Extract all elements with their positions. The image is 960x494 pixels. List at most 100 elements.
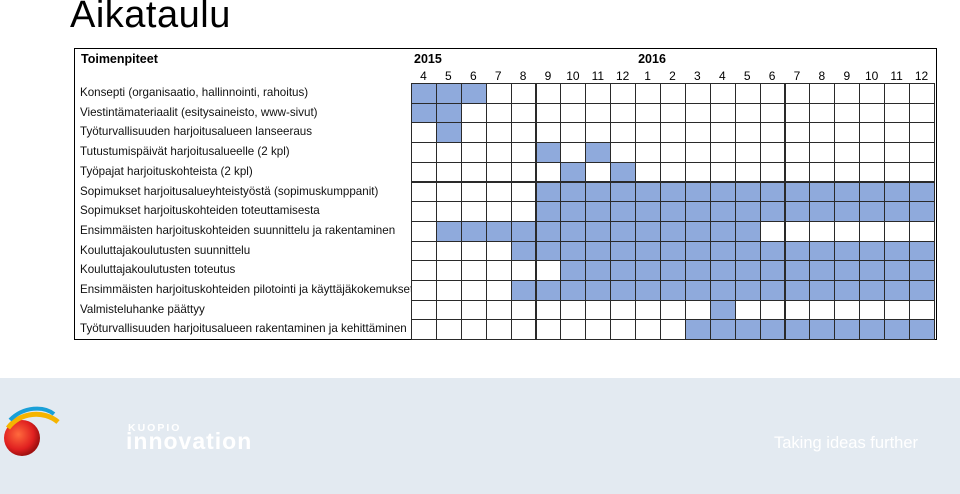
- gantt-cell: [834, 122, 861, 144]
- month-label: 12: [616, 69, 630, 83]
- gantt-cell-active: [435, 83, 462, 104]
- gantt-cell: [884, 102, 910, 124]
- gantt-cell: [610, 142, 637, 163]
- gantt-cell: [411, 240, 437, 262]
- gantt-cell-active: [859, 280, 886, 301]
- gantt-cell-active: [460, 83, 487, 104]
- gantt-cell: [485, 83, 512, 104]
- gantt-cell: [834, 220, 861, 242]
- gantt-cell-active: [635, 240, 661, 262]
- year-header: 2015: [414, 52, 442, 66]
- gantt-cell-active: [635, 280, 661, 301]
- gantt-cell-active: [709, 181, 736, 203]
- month-label: 9: [544, 69, 552, 83]
- gantt-cell: [709, 122, 736, 144]
- gantt-cell-active: [759, 280, 786, 301]
- gantt-cell: [411, 122, 437, 144]
- gantt-cell-active: [485, 220, 512, 242]
- gantt-cell: [884, 122, 910, 144]
- gantt-cell: [535, 122, 562, 144]
- gantt-cell: [859, 161, 886, 183]
- gantt-cell-active: [809, 280, 836, 301]
- month-label: 4: [420, 69, 427, 83]
- gantt-cell-active: [585, 201, 612, 222]
- gantt-cell-active: [784, 280, 811, 301]
- gantt-cell: [460, 122, 487, 144]
- gantt-cell: [535, 319, 562, 341]
- gantt-cell-active: [709, 240, 736, 262]
- gantt-cell-active: [909, 280, 935, 301]
- gantt-cell-active: [560, 220, 587, 242]
- gantt-cell-active: [585, 142, 612, 163]
- gantt-cell: [884, 220, 910, 242]
- gantt-cell-active: [809, 181, 836, 203]
- gantt-cell: [485, 181, 512, 203]
- gantt-cell: [759, 220, 786, 242]
- brand-name: innovation: [126, 428, 253, 454]
- month-label: 6: [469, 69, 477, 83]
- month-label: 7: [494, 69, 502, 83]
- gantt-cell: [734, 299, 761, 321]
- gantt-cell: [535, 102, 562, 124]
- gantt-cell: [435, 142, 462, 163]
- gantt-cell: [510, 142, 537, 163]
- gantt-cell-active: [411, 83, 437, 104]
- gantt-cell: [635, 319, 661, 341]
- month-label: 11: [591, 69, 605, 83]
- gantt-cell-active: [610, 260, 637, 281]
- month-label: 4: [718, 69, 726, 83]
- gantt-cell-active: [684, 181, 711, 203]
- gantt-cell-active: [784, 319, 811, 341]
- gantt-cell: [585, 161, 612, 183]
- gantt-cell: [510, 122, 537, 144]
- gantt-cell-active: [784, 260, 811, 281]
- gantt-cell: [411, 319, 437, 341]
- gantt-cell-active: [635, 201, 661, 222]
- gantt-cell: [610, 122, 637, 144]
- gantt-cell-active: [660, 201, 686, 222]
- gantt-cell-active: [560, 201, 587, 222]
- gantt-cell: [485, 299, 512, 321]
- gantt-cell-active: [709, 220, 736, 242]
- gantt-cell: [560, 122, 587, 144]
- gantt-cell-active: [734, 280, 761, 301]
- gantt-cell: [684, 299, 711, 321]
- gantt-cell-active: [809, 319, 836, 341]
- gantt-cell-active: [684, 319, 711, 341]
- gantt-cell: [560, 83, 587, 104]
- gantt-cell: [884, 142, 910, 163]
- gantt-cell: [809, 299, 836, 321]
- task-label: Työturvallisuuden harjoitusalueen lansee…: [80, 125, 313, 139]
- gantt-cell: [535, 299, 562, 321]
- gantt-cell: [510, 102, 537, 124]
- gantt-cell-active: [610, 220, 637, 242]
- gantt-cell-active: [660, 280, 686, 301]
- gantt-cell-active: [585, 181, 612, 203]
- gantt-cell-active: [909, 319, 935, 341]
- gantt-cell-active: [734, 319, 761, 341]
- gantt-cell: [610, 319, 637, 341]
- gantt-cell-active: [734, 240, 761, 262]
- gantt-cell-active: [759, 260, 786, 281]
- month-label: 8: [818, 69, 826, 83]
- gantt-cell: [759, 299, 786, 321]
- gantt-cell: [610, 299, 637, 321]
- gantt-cell-active: [660, 240, 686, 262]
- gantt-cell-active: [535, 142, 562, 163]
- gantt-cell-active: [709, 260, 736, 281]
- gantt-cell: [834, 142, 861, 163]
- gantt-cell: [411, 299, 437, 321]
- gantt-cell: [510, 83, 537, 104]
- gantt-cell: [460, 161, 487, 183]
- gantt-cell: [759, 122, 786, 144]
- gantt-cell-active: [784, 181, 811, 203]
- globe-logo-icon: [4, 406, 60, 456]
- gantt-cell: [834, 299, 861, 321]
- gantt-cell-active: [560, 240, 587, 262]
- gantt-cell: [660, 319, 686, 341]
- gantt-cell-active: [435, 122, 462, 144]
- gantt-cell: [909, 83, 935, 104]
- task-column-header: Toimenpiteet: [81, 52, 158, 66]
- gantt-cell-active: [834, 280, 861, 301]
- gantt-cell: [560, 299, 587, 321]
